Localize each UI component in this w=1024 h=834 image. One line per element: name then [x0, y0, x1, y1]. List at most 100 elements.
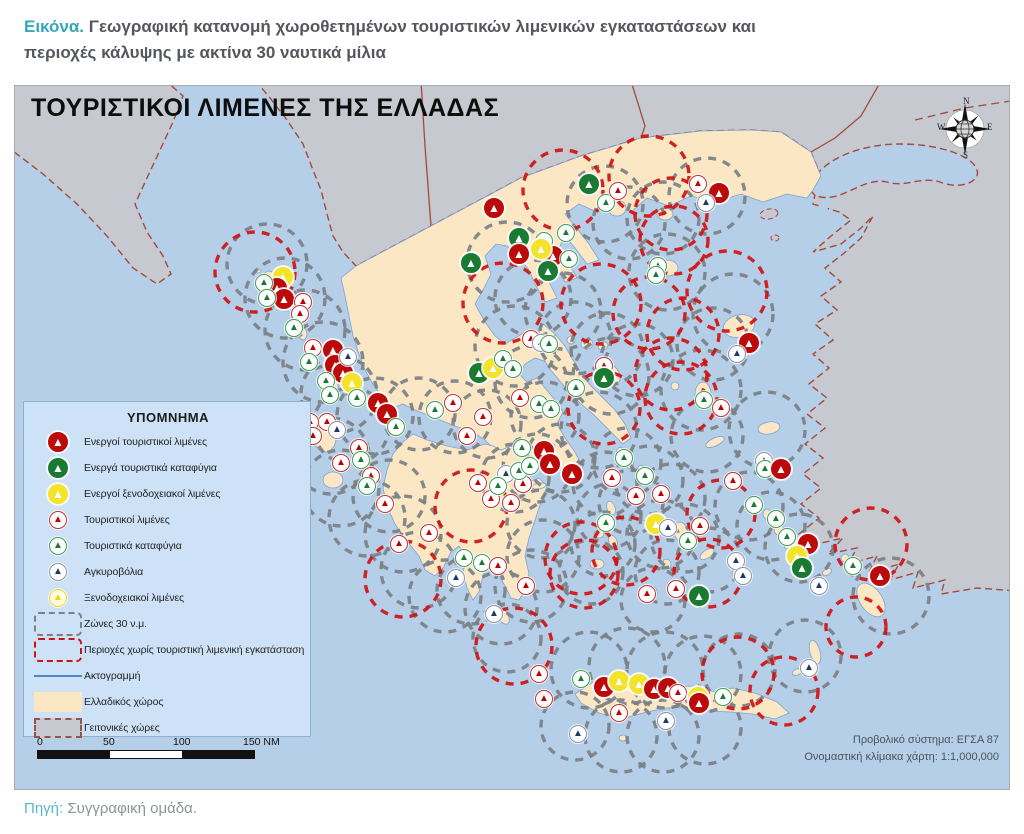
zone-30nm [493, 258, 573, 338]
zone-30nm [659, 348, 743, 432]
legend-item-ag: ▲ Αγκυροβόλια [32, 559, 304, 585]
source-text: Συγγραφική ομάδα. [63, 800, 197, 817]
legend-label: Γειτονικές χώρες [84, 722, 160, 734]
zone-no-facility [643, 360, 719, 436]
border-macedonia-bulgaria [631, 86, 646, 139]
zone-30nm [301, 448, 381, 528]
legend-swatch-axl: ▲ [32, 483, 84, 505]
legend-swatch-tl: ▲ [32, 511, 84, 529]
scale-label-0: 0 [37, 736, 43, 748]
zone-30nm [571, 336, 651, 416]
legend-item-zones: Ζώνες 30 ν.μ. [32, 611, 304, 637]
zone-30nm [627, 232, 707, 312]
legend-item-neighbors: Γειτονικές χώρες [32, 715, 304, 741]
zone-30nm [335, 376, 415, 456]
zone-no-facility [700, 635, 776, 711]
zone-30nm [363, 494, 443, 574]
compass-east-label: E [987, 122, 993, 132]
legend-item-coast: Ακτογραμμή [32, 663, 304, 689]
legend-swatch-atl: ▲ [32, 431, 84, 453]
legend-item-greece: Ελλαδικός χώρος [32, 689, 304, 715]
zone-30nm [565, 164, 645, 244]
scale-label-100: 100 [173, 736, 191, 748]
legend-item-xl: ▲ Ξενοδοχειακοί λιμένες [32, 585, 304, 611]
legend-item-atk: ▲ Ενεργά τουριστικά καταφύγια [32, 455, 304, 481]
compass-north-label: N [963, 96, 970, 106]
ag-icon: ▲ [49, 563, 67, 581]
zone-no-facility [559, 262, 643, 346]
zone-no-facility [363, 539, 443, 619]
atk-icon: ▲ [47, 457, 69, 479]
zone-no-facility [474, 606, 554, 686]
map-legend: ΥΠΟΜΝΗΜΑ ▲ Ενεργοί τουριστικοί λιμένες ▲ Εν… [23, 401, 311, 738]
border-albania-macedonia [420, 86, 432, 227]
tk-icon: ▲ [49, 537, 67, 555]
zone-no-facility [824, 595, 888, 659]
source-label: Πηγή: [24, 800, 64, 817]
zone-30nm [727, 390, 807, 470]
nozones-swatch [34, 638, 82, 662]
legend-item-atl: ▲ Ενεργοί τουριστικοί λιμένες [32, 429, 304, 455]
scale-bar-labels: 0 50 100 150 NM [37, 736, 297, 750]
legend-rows: ▲ Ενεργοί τουριστικοί λιμένες ▲ Ενεργά τουρ… [32, 429, 304, 741]
legend-swatch-nozones [32, 638, 84, 662]
zone-30nm [625, 180, 701, 256]
zone-30nm [633, 538, 701, 606]
zone-30nm [667, 156, 747, 236]
xl-icon: ▲ [49, 589, 67, 607]
black-sea-coastline [914, 100, 1009, 121]
legend-title: ΥΠΟΜΝΗΜΑ [127, 410, 209, 425]
legend-label: Περιοχές χωρίς τουριστική λιμενική εγκατ… [84, 644, 305, 656]
legend-swatch-coast [32, 675, 84, 677]
legend-swatch-atk: ▲ [32, 457, 84, 479]
legend-label: Ζώνες 30 ν.μ. [84, 618, 147, 630]
zone-30nm [493, 548, 569, 624]
zone-30nm [713, 470, 785, 542]
projection-system: Προβολικό σύστημα: ΕΓΣΑ 87 [852, 734, 999, 746]
scale-bar-graphic [37, 750, 255, 759]
zone-30nm [539, 690, 611, 762]
zone-no-facility [833, 506, 909, 582]
zone-30nm [505, 488, 577, 560]
sea-of-marmara [809, 143, 979, 199]
zone-30nm [523, 271, 603, 351]
legend-swatch-ag: ▲ [32, 563, 84, 581]
scale-label-150: 150 NM [243, 736, 280, 748]
legend-item-axl: ▲ Ενεργοί ξενοδοχειακοί λιμένες [32, 481, 304, 507]
zone-no-facility [590, 515, 662, 587]
zone-no-facility [638, 204, 710, 276]
zone-no-facility [748, 655, 820, 727]
legend-label: Ενεργοί ξενοδοχειακοί λιμένες [84, 488, 221, 500]
caption-label: Εικόνα. [24, 17, 84, 36]
zone-no-facility [685, 249, 769, 333]
projection-note: Προβολικό σύστημα: ΕΓΣΑ 87 Ονομαστική κλ… [804, 732, 999, 765]
legend-swatch-tk: ▲ [32, 537, 84, 555]
zone-30nm [505, 518, 581, 594]
zone-30nm [763, 512, 835, 584]
greece-swatch [34, 692, 82, 712]
zone-30nm [735, 490, 807, 562]
compass-west-label: W [937, 122, 946, 132]
map-title: ΤΟΥΡΙΣΤΙΚΟΙ ΛΙΜΕΝΕΣ ΤΗΣ ΕΛΛΑΔΑΣ [31, 94, 500, 122]
zone-30nm [767, 618, 843, 694]
compass-rose: N E S W [937, 96, 993, 162]
zone-30nm [669, 398, 745, 474]
legend-label: Ενεργά τουριστικά καταφύγια [84, 462, 217, 474]
compass-south-label: S [963, 150, 969, 160]
zone-30nm [351, 458, 427, 534]
caption-text: Γεωγραφική κατανομή χωροθετημένων τουρισ… [24, 17, 756, 63]
legend-label: Ξενοδοχειακοί λιμένες [84, 592, 185, 604]
zone-30nm [451, 388, 523, 460]
coast-swatch [34, 675, 82, 677]
legend-item-nozones: Περιοχές χωρίς τουριστική λιμενική εγκατ… [32, 637, 304, 663]
legend-label: Ελλαδικός χώρος [84, 696, 164, 708]
zone-30nm [281, 320, 365, 404]
zones-swatch [34, 612, 82, 636]
legend-swatch-greece [32, 692, 84, 712]
figure-source: Πηγή: Συγγραφική ομάδα. [24, 800, 197, 817]
zone-30nm [675, 526, 743, 594]
zone-30nm [649, 502, 721, 574]
landmass-italy [15, 86, 184, 285]
zone-no-facility [685, 478, 757, 550]
legend-label: Τουριστικοί λιμένες [84, 514, 170, 526]
